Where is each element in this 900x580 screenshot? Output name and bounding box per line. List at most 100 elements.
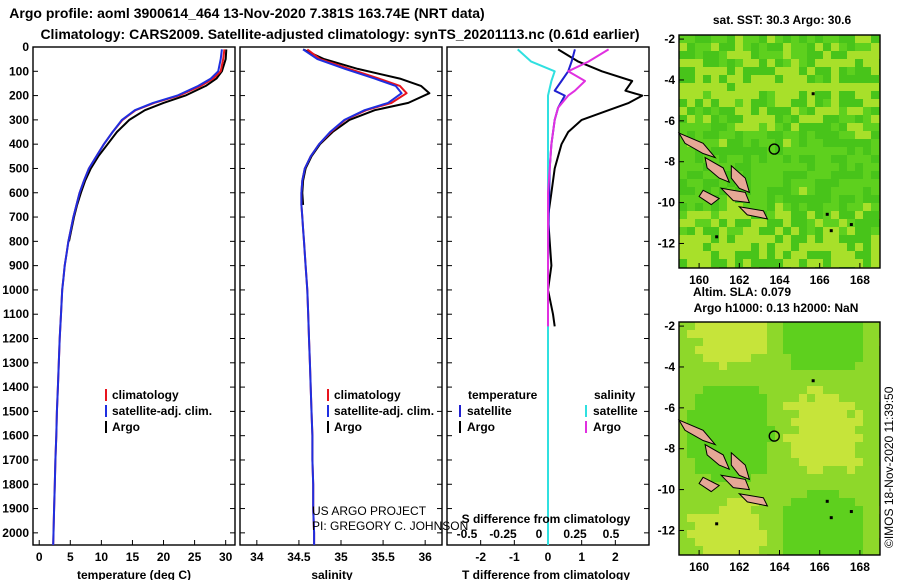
map-cell [679, 386, 687, 394]
map-cell [791, 123, 799, 131]
map-x-tick-label: 164 [769, 273, 789, 287]
map-cell [823, 442, 831, 450]
map-cell [775, 115, 783, 123]
map-cell [695, 474, 703, 482]
map-cell [783, 426, 791, 434]
map-cell [799, 426, 807, 434]
map-cell [695, 43, 703, 51]
map-cell [871, 514, 879, 522]
map-cell [711, 506, 719, 514]
map-cell [759, 171, 767, 179]
map-cell [679, 474, 687, 482]
map-cell [767, 51, 775, 59]
map-cell [807, 43, 815, 51]
map-cell [767, 99, 775, 107]
map-cell [839, 203, 847, 211]
map-cell [751, 362, 759, 370]
map-x-tick-label: 168 [850, 560, 870, 574]
map-cell [839, 474, 847, 482]
map-cell [847, 163, 855, 171]
map-cell [775, 203, 783, 211]
map-cell [807, 378, 815, 386]
map-cell [695, 187, 703, 195]
map-cell [807, 83, 815, 91]
map-cell [815, 490, 823, 498]
map-cell [695, 211, 703, 219]
map-cell [735, 330, 743, 338]
map-cell [751, 522, 759, 530]
map-cell [679, 482, 687, 490]
map-cell [839, 123, 847, 131]
map-cell [711, 362, 719, 370]
map-cell [799, 498, 807, 506]
map-cell [823, 538, 831, 546]
map-cell [719, 482, 727, 490]
map-cell [727, 346, 735, 354]
map-cell [711, 147, 719, 155]
map-cell [751, 474, 759, 482]
map-cell [823, 91, 831, 99]
map-cell [687, 458, 695, 466]
map-cell [695, 251, 703, 259]
map-cell [703, 59, 711, 67]
map-cell [727, 115, 735, 123]
map-cell [791, 75, 799, 83]
map-cell [847, 458, 855, 466]
top-tick-label: 0.5 [603, 527, 620, 541]
map-cell [687, 75, 695, 83]
map-cell [799, 458, 807, 466]
map-y-tick-label: -8 [664, 155, 675, 169]
map-cell [855, 442, 863, 450]
map-cell [839, 522, 847, 530]
map-cell [799, 538, 807, 546]
map-cell [727, 354, 735, 362]
map-cell [735, 75, 743, 83]
map-cell [855, 251, 863, 259]
map-cell [807, 530, 815, 538]
map-cell [871, 179, 879, 187]
map-cell [767, 450, 775, 458]
map-cell [695, 466, 703, 474]
map-cell [775, 83, 783, 91]
map-cell [855, 203, 863, 211]
map-cell [743, 83, 751, 91]
sla-map-title: Altim. SLA: 0.079 [693, 285, 791, 299]
map-cell [783, 442, 791, 450]
map-cell [799, 163, 807, 171]
map-cell [799, 251, 807, 259]
map-cell [775, 243, 783, 251]
top-tick-label: -0.5 [457, 527, 478, 541]
map-cell [743, 227, 751, 235]
map-cell [847, 99, 855, 107]
map-cell [759, 450, 767, 458]
map-cell [703, 354, 711, 362]
map-cell [839, 330, 847, 338]
map-cell [855, 450, 863, 458]
map-cell [783, 259, 791, 267]
map-cell [783, 546, 791, 554]
island-shape [704, 443, 731, 471]
map-cell [727, 139, 735, 147]
map-cell [847, 243, 855, 251]
map-cell [847, 155, 855, 163]
map-cell [783, 498, 791, 506]
map-cell [679, 43, 687, 51]
map-cell [863, 59, 871, 67]
map-cell [687, 99, 695, 107]
map-cell [823, 35, 831, 43]
map-cell [815, 251, 823, 259]
map-cell [831, 147, 839, 155]
map-cell [679, 394, 687, 402]
map-cell [775, 227, 783, 235]
map-cell [871, 99, 879, 107]
map-cell [687, 211, 695, 219]
map-cell [871, 386, 879, 394]
map-cell [855, 43, 863, 51]
map-cell [831, 426, 839, 434]
map-cell [855, 394, 863, 402]
map-cell [807, 338, 815, 346]
map-cell [863, 259, 871, 267]
map-cell [711, 243, 719, 251]
map-cell [767, 378, 775, 386]
